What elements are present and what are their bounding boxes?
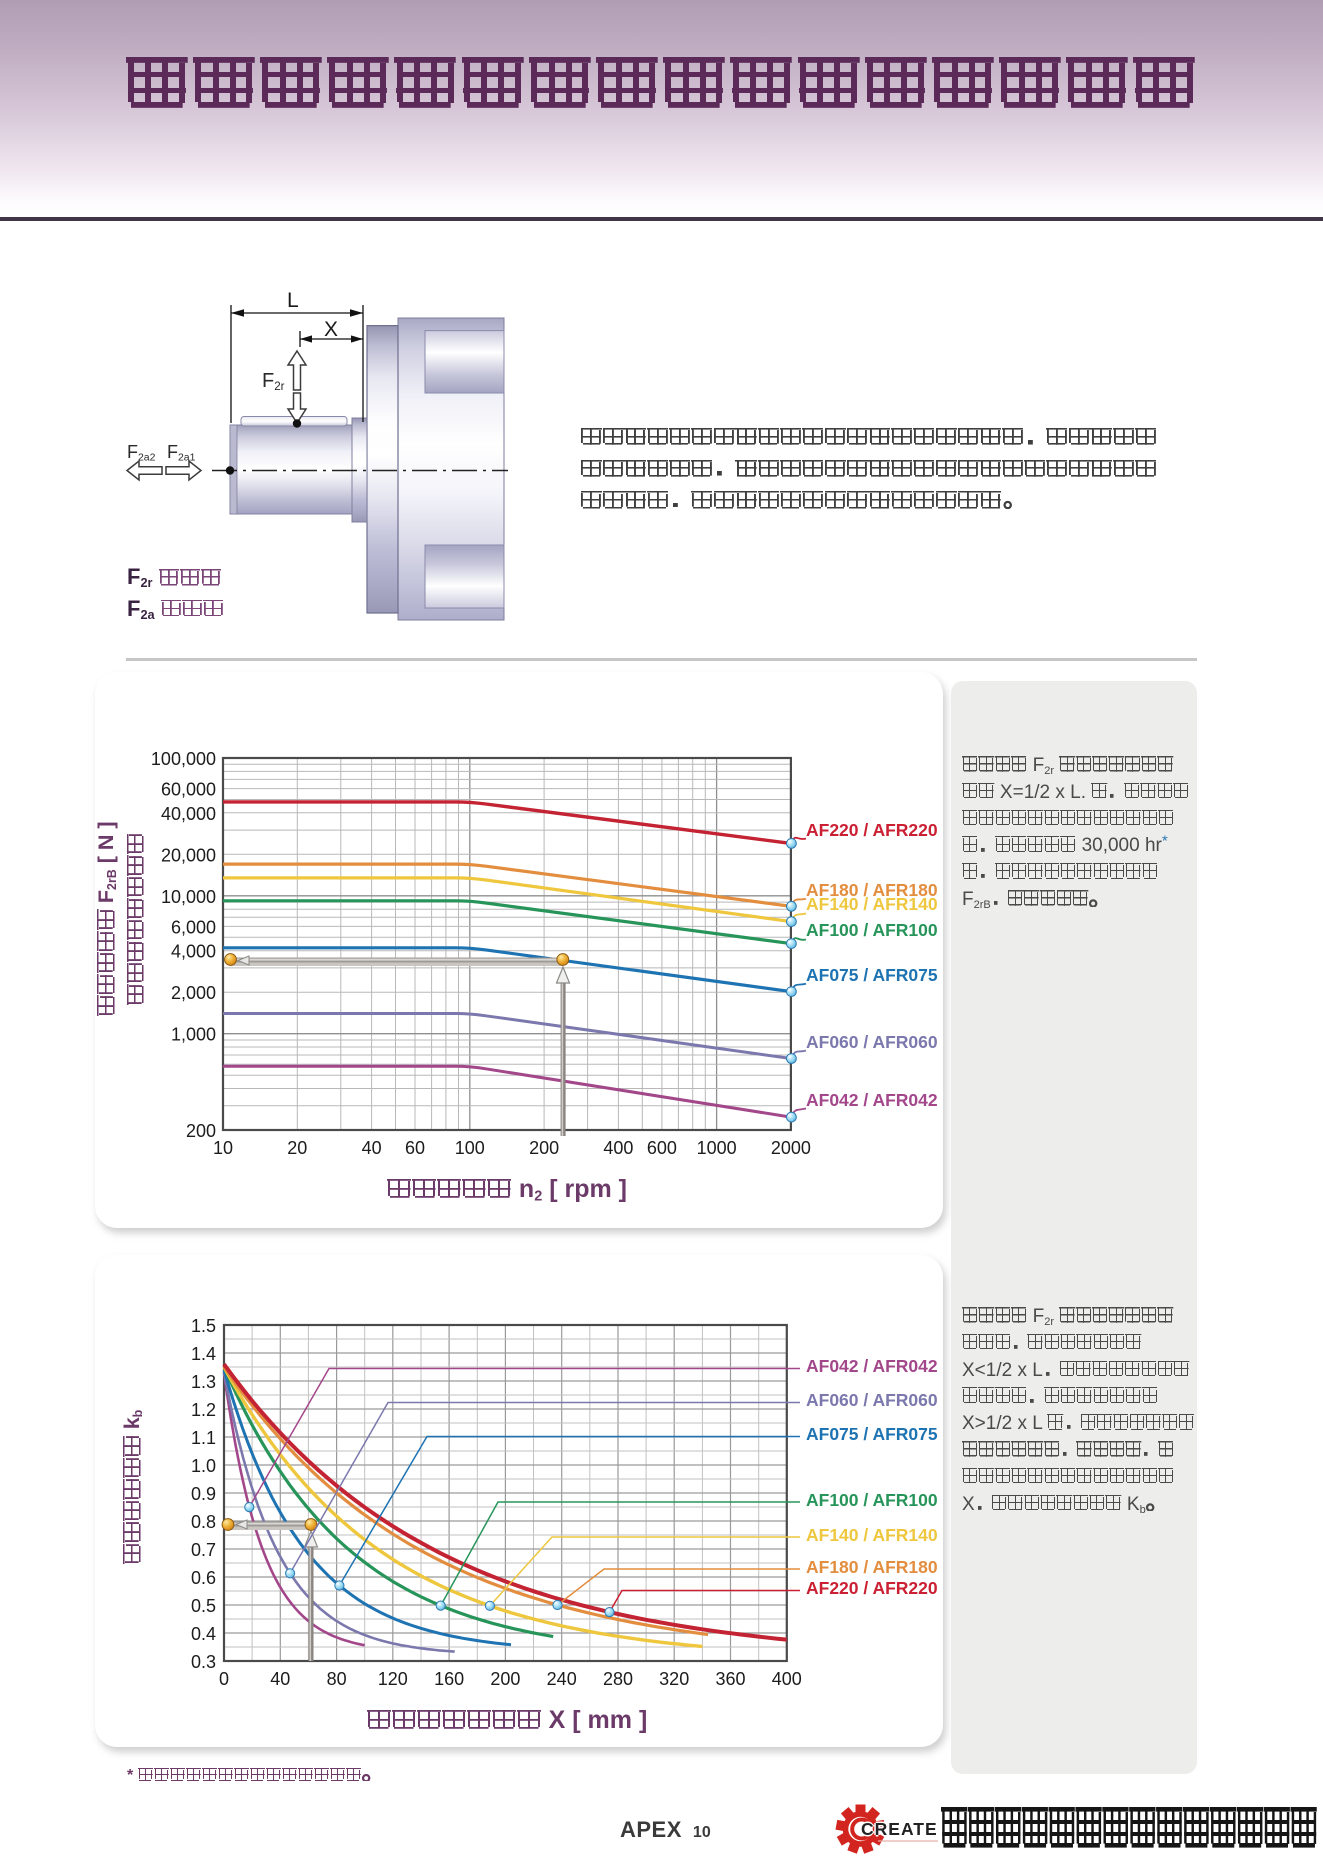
svg-text:400: 400 (603, 1138, 633, 1158)
svg-text:1.1: 1.1 (191, 1428, 216, 1448)
svg-text:20: 20 (287, 1138, 307, 1158)
svg-text:1.0: 1.0 (191, 1456, 216, 1476)
svg-text:120: 120 (378, 1669, 408, 1689)
svg-text:40: 40 (362, 1138, 382, 1158)
svg-text:0.4: 0.4 (191, 1624, 216, 1644)
svg-text:20,000: 20,000 (161, 845, 216, 865)
svg-text:0.9: 0.9 (191, 1484, 216, 1504)
svg-text:80: 80 (327, 1669, 347, 1689)
svg-text:1.3: 1.3 (191, 1372, 216, 1392)
svg-text:160: 160 (434, 1669, 464, 1689)
svg-text:360: 360 (715, 1669, 745, 1689)
svg-text:100: 100 (455, 1138, 485, 1158)
svg-text:2000: 2000 (771, 1138, 811, 1158)
svg-text:60,000: 60,000 (161, 780, 216, 800)
svg-text:60: 60 (405, 1138, 425, 1158)
svg-text:100,000: 100,000 (151, 749, 216, 769)
svg-text:1.4: 1.4 (191, 1344, 216, 1364)
svg-text:0.8: 0.8 (191, 1512, 216, 1532)
svg-text:40,000: 40,000 (161, 804, 216, 824)
svg-text:200: 200 (490, 1669, 520, 1689)
svg-text:40: 40 (270, 1669, 290, 1689)
svg-text:240: 240 (547, 1669, 577, 1689)
svg-text:0.6: 0.6 (191, 1568, 216, 1588)
svg-text:280: 280 (603, 1669, 633, 1689)
svg-text:400: 400 (772, 1669, 802, 1689)
svg-text:1.5: 1.5 (191, 1316, 216, 1336)
svg-text:1,000: 1,000 (171, 1025, 216, 1045)
svg-text:10,000: 10,000 (161, 887, 216, 907)
svg-text:0.7: 0.7 (191, 1540, 216, 1560)
svg-text:6,000: 6,000 (171, 917, 216, 937)
svg-text:1000: 1000 (697, 1138, 737, 1158)
svg-text:600: 600 (647, 1138, 677, 1158)
svg-text:0.5: 0.5 (191, 1596, 216, 1616)
svg-text:2,000: 2,000 (171, 983, 216, 1003)
svg-text:0: 0 (219, 1669, 229, 1689)
svg-text:200: 200 (529, 1138, 559, 1158)
svg-text:320: 320 (659, 1669, 689, 1689)
svg-text:0.3: 0.3 (191, 1652, 216, 1672)
svg-text:200: 200 (186, 1121, 216, 1141)
svg-text:4,000: 4,000 (171, 942, 216, 962)
svg-text:1.2: 1.2 (191, 1400, 216, 1420)
svg-text:10: 10 (213, 1138, 233, 1158)
